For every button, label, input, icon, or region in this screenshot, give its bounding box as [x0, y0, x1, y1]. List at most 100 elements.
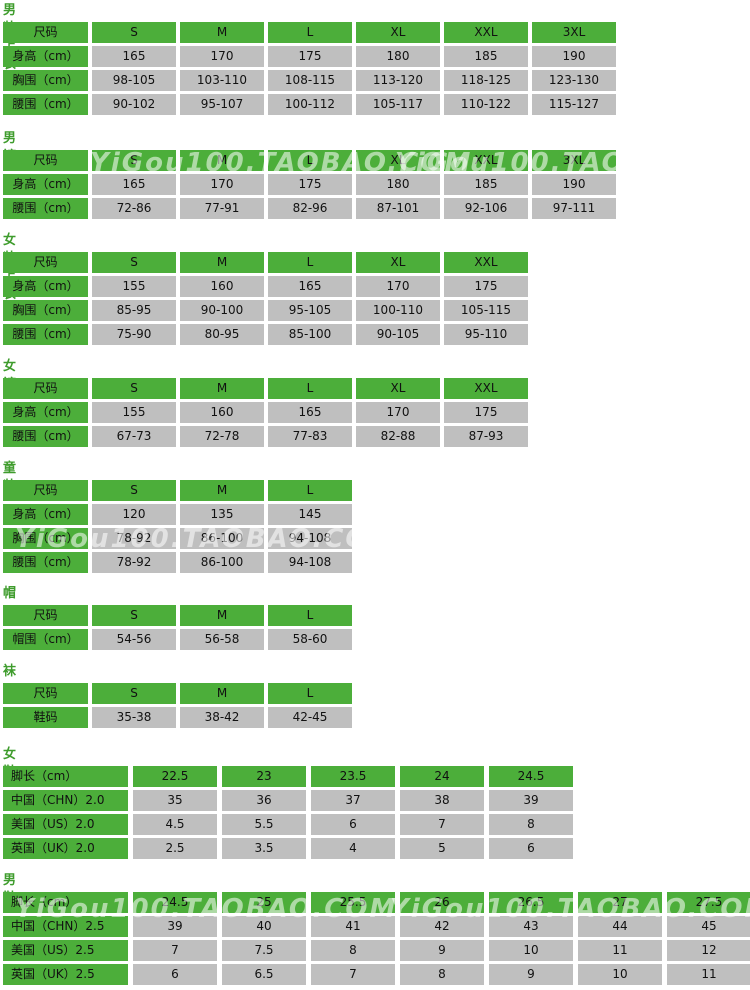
value-cell: 36 [222, 790, 306, 811]
row-label-cell: 尺码 [3, 683, 88, 704]
row-label-cell: 尺码 [3, 480, 88, 501]
value-cell: 165 [92, 46, 176, 67]
size-header-cell: S [92, 378, 176, 399]
size-header-cell: S [92, 150, 176, 171]
value-cell: 38 [400, 790, 484, 811]
size-header-cell: XXL [444, 252, 528, 273]
size-header-cell: M [180, 252, 264, 273]
value-cell: 105-117 [356, 94, 440, 115]
value-cell: 2.5 [133, 838, 217, 859]
section-title: 女装上衣 [3, 233, 17, 302]
value-cell: 90-100 [180, 300, 264, 321]
row-label-cell: 胸围（cm） [3, 528, 88, 549]
value-cell: 94-108 [268, 552, 352, 573]
row-label-cell: 腰围（cm） [3, 552, 88, 573]
value-cell: 160 [180, 276, 264, 297]
value-cell: 77-83 [268, 426, 352, 447]
value-cell: 80-95 [180, 324, 264, 345]
value-cell: 86-100 [180, 528, 264, 549]
size-header-cell: 25.5 [311, 892, 395, 913]
value-cell: 8 [489, 814, 573, 835]
value-cell: 90-102 [92, 94, 176, 115]
row-label-cell: 英国（UK）2.0 [3, 838, 128, 859]
value-cell: 38-42 [180, 707, 264, 728]
value-cell: 95-110 [444, 324, 528, 345]
size-header-cell: 26.5 [489, 892, 573, 913]
size-header-cell: 24.5 [489, 766, 573, 787]
value-cell: 10 [578, 964, 662, 985]
value-cell: 165 [268, 402, 352, 423]
size-header-cell: 3XL [532, 22, 616, 43]
value-cell: 9 [400, 940, 484, 961]
value-cell: 118-125 [444, 70, 528, 91]
size-header-cell: XL [356, 22, 440, 43]
row-label-cell: 尺码 [3, 150, 88, 171]
value-cell: 42-45 [268, 707, 352, 728]
value-cell: 35 [133, 790, 217, 811]
value-cell: 78-92 [92, 528, 176, 549]
size-header-cell: 3XL [532, 150, 616, 171]
value-cell: 11 [578, 940, 662, 961]
value-cell: 135 [180, 504, 264, 525]
value-cell: 56-58 [180, 629, 264, 650]
value-cell: 35-38 [92, 707, 176, 728]
value-cell: 123-130 [532, 70, 616, 91]
value-cell: 78-92 [92, 552, 176, 573]
size-header-cell: L [268, 150, 352, 171]
value-cell: 87-101 [356, 198, 440, 219]
value-cell: 39 [133, 916, 217, 937]
row-label-cell: 中国（CHN）2.5 [3, 916, 128, 937]
size-header-cell: 27.5 [667, 892, 750, 913]
value-cell: 7 [311, 964, 395, 985]
value-cell: 170 [356, 402, 440, 423]
size-header-cell: S [92, 605, 176, 626]
value-cell: 170 [180, 174, 264, 195]
value-cell: 175 [268, 46, 352, 67]
value-cell: 100-110 [356, 300, 440, 321]
value-cell: 155 [92, 276, 176, 297]
row-label-cell: 脚长（cm） [3, 766, 128, 787]
value-cell: 103-110 [180, 70, 264, 91]
value-cell: 165 [92, 174, 176, 195]
row-label-cell: 腰围（cm） [3, 94, 88, 115]
size-header-cell: 27 [578, 892, 662, 913]
watermark-logo: YiGou100.TAOBAO.COM [390, 524, 750, 554]
section-title: 男鞋 [3, 873, 17, 906]
value-cell: 6 [311, 814, 395, 835]
value-cell: 45 [667, 916, 750, 937]
value-cell: 12 [667, 940, 750, 961]
size-header-cell: M [180, 378, 264, 399]
row-label-cell: 英国（UK）2.5 [3, 964, 128, 985]
row-label-cell: 腰围（cm） [3, 198, 88, 219]
value-cell: 4 [311, 838, 395, 859]
row-label-cell: 身高（cm） [3, 276, 88, 297]
size-header-cell: L [268, 605, 352, 626]
row-label-cell: 胸围（cm） [3, 70, 88, 91]
value-cell: 94-108 [268, 528, 352, 549]
value-cell: 72-86 [92, 198, 176, 219]
value-cell: 6.5 [222, 964, 306, 985]
size-header-cell: L [268, 378, 352, 399]
size-header-cell: L [268, 22, 352, 43]
value-cell: 75-90 [92, 324, 176, 345]
value-cell: 85-100 [268, 324, 352, 345]
size-header-cell: 26 [400, 892, 484, 913]
value-cell: 180 [356, 174, 440, 195]
section-title: 女裤 [3, 359, 17, 392]
value-cell: 6 [489, 838, 573, 859]
value-cell: 39 [489, 790, 573, 811]
row-label-cell: 脚长（cm） [3, 892, 128, 913]
value-cell: 67-73 [92, 426, 176, 447]
value-cell: 95-105 [268, 300, 352, 321]
size-header-cell: M [180, 683, 264, 704]
value-cell: 42 [400, 916, 484, 937]
value-cell: 115-127 [532, 94, 616, 115]
size-header-cell: M [180, 150, 264, 171]
value-cell: 85-95 [92, 300, 176, 321]
value-cell: 92-106 [444, 198, 528, 219]
row-label-cell: 腰围（cm） [3, 324, 88, 345]
value-cell: 97-111 [532, 198, 616, 219]
value-cell: 170 [356, 276, 440, 297]
value-cell: 175 [444, 402, 528, 423]
row-label-cell: 尺码 [3, 22, 88, 43]
